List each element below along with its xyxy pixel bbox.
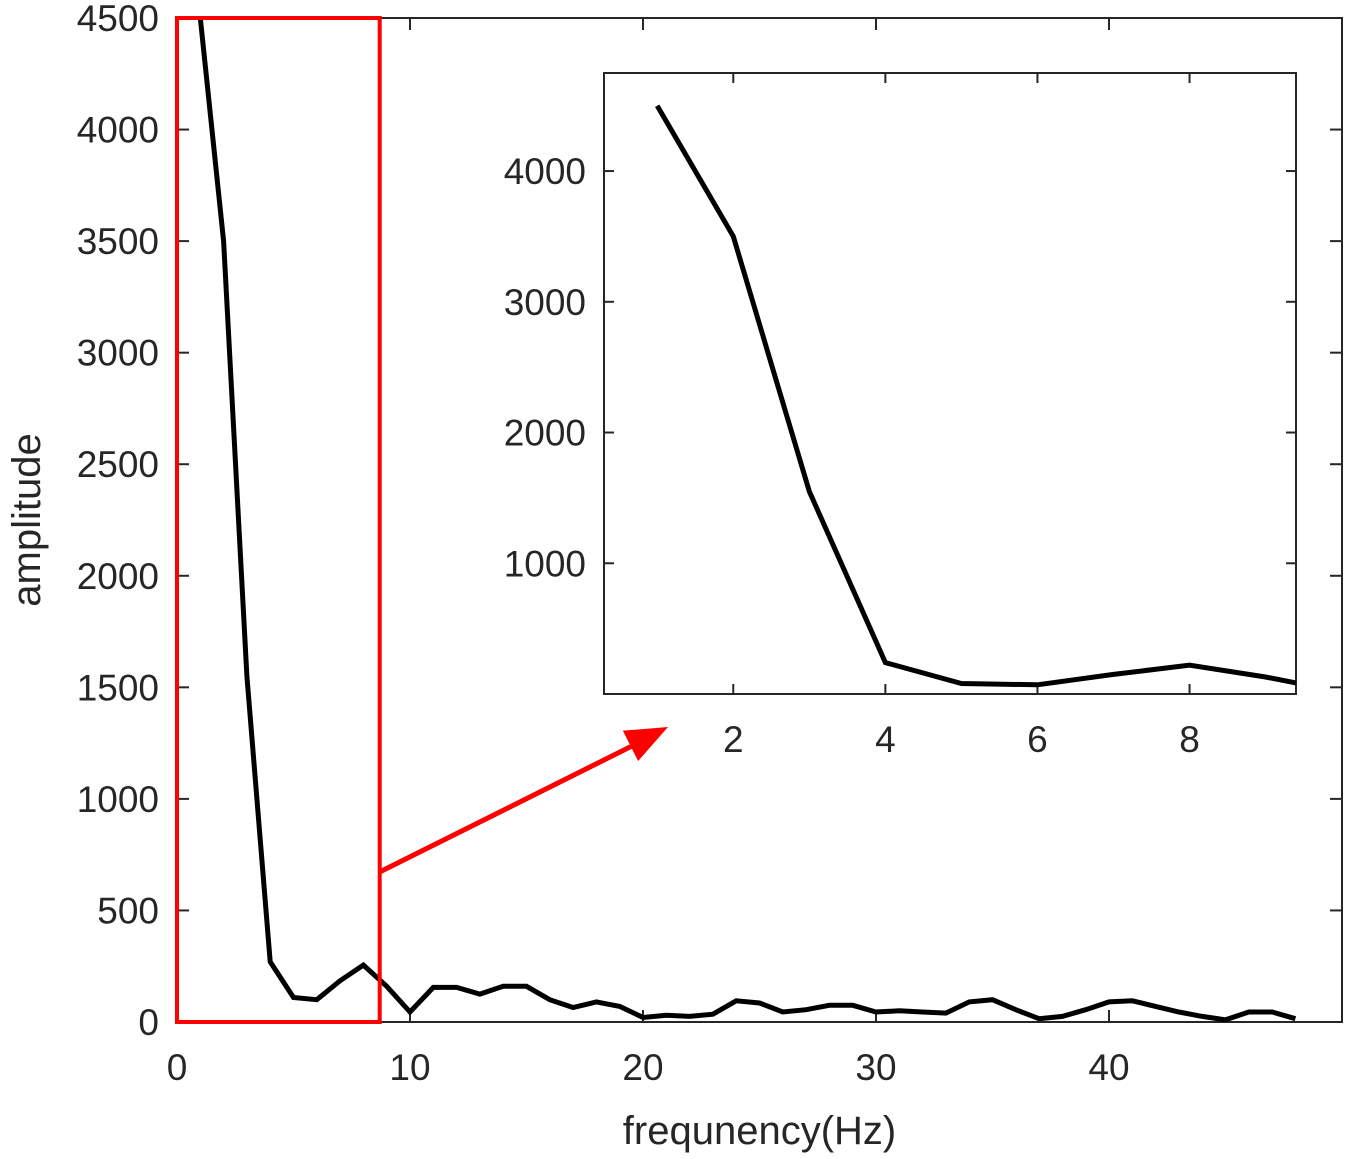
main-y-tick-label: 2000 [77, 556, 159, 597]
inset-x-tick-label: 6 [1027, 719, 1048, 760]
inset-y-tick-label: 3000 [504, 282, 586, 323]
y-axis-label: amplitude [5, 433, 49, 606]
x-axis-label: frequnency(Hz) [623, 1109, 896, 1153]
main-y-tick-label: 500 [97, 890, 159, 931]
inset-panel: 2 4 6 8 1000 2000 3000 4000 [504, 72, 1297, 760]
main-series [197, 17, 1297, 1023]
main-x-tick-label: 40 [1088, 1047, 1129, 1088]
zoom-arrow [378, 739, 642, 875]
main-y-tick-label: 0 [138, 1002, 159, 1043]
main-panel: 0 10 20 30 40 0 500 1000 1500 2000 2500 3000 3500 400… [5, 0, 1343, 1153]
main-y-tick-label: 3000 [77, 333, 159, 374]
zoom-annotation [175, 16, 668, 1024]
inset-plot-frame [603, 72, 1297, 695]
main-y-tick-label: 1500 [77, 667, 159, 708]
inset-y-tick-label: 4000 [504, 151, 586, 192]
zoom-region-box [175, 16, 382, 1024]
main-y-tick-label: 3500 [77, 221, 159, 262]
main-y-tick-label: 4000 [77, 110, 159, 151]
main-x-tick-label: 20 [622, 1047, 663, 1088]
main-y-tick-label: 1000 [77, 779, 159, 820]
main-x-tick-label: 10 [389, 1047, 430, 1088]
main-x-tick-label: 0 [167, 1047, 188, 1088]
main-y-tick-label: 2500 [77, 444, 159, 485]
inset-series-line-0 [655, 104, 1297, 688]
inset-x-tick-label: 4 [875, 719, 896, 760]
main-ticks: 0 10 20 30 40 0 500 1000 1500 2000 2500 3000 3500 400… [77, 0, 1342, 1088]
inset-y-tick-label: 1000 [504, 543, 586, 584]
main-series-line-0 [197, 17, 1297, 1023]
inset-series [655, 104, 1297, 688]
inset-x-tick-label: 8 [1179, 719, 1200, 760]
main-x-tick-label: 30 [855, 1047, 896, 1088]
main-y-tick-label: 4500 [77, 0, 159, 39]
inset-x-tick-label: 2 [723, 719, 744, 760]
inset-ticks: 2 4 6 8 1000 2000 3000 4000 [504, 73, 1296, 760]
zoom-arrow-head [622, 727, 668, 762]
inset-y-tick-label: 2000 [504, 413, 586, 454]
